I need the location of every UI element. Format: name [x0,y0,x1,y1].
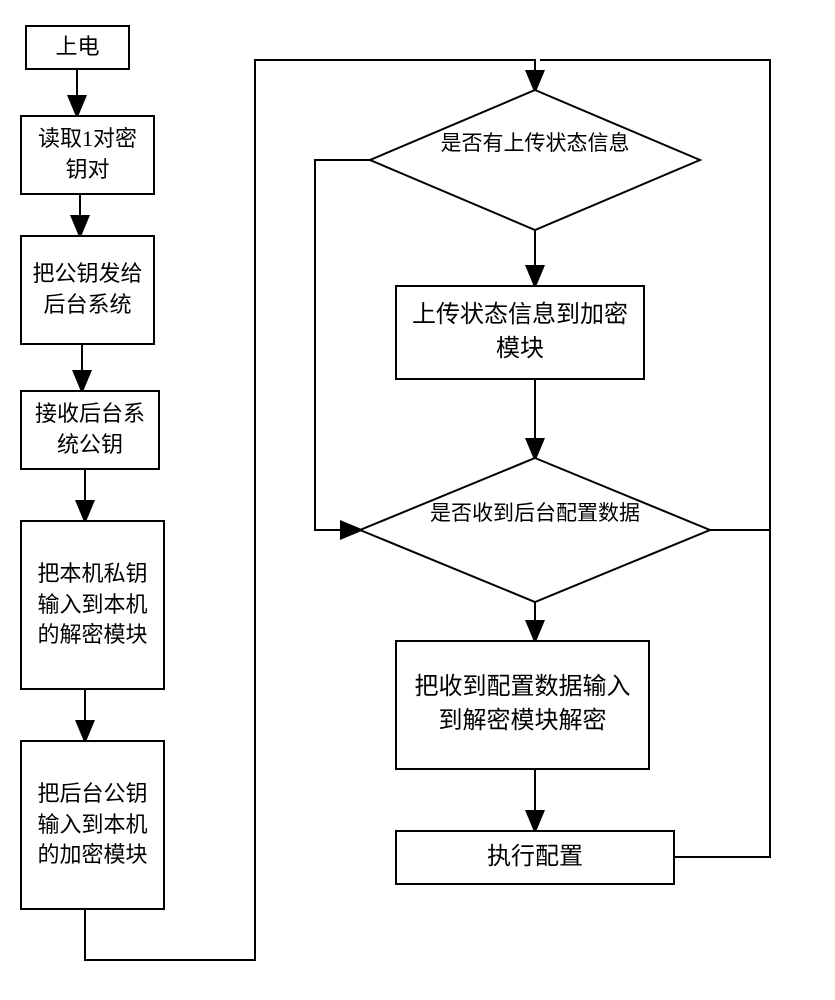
node-label: 上电 [55,32,99,63]
node-decrypt-config: 把收到配置数据输入到解密模块解密 [395,640,650,770]
diamond-2-shape [360,458,710,602]
node-receive-backend-pubkey: 接收后台系统公钥 [20,390,160,470]
node-upload-status: 上传状态信息到加密模块 [395,285,645,380]
node-label: 把公钥发给后台系统 [28,259,147,321]
node-execute-config: 执行配置 [395,830,675,885]
node-label: 是否有上传状态信息 [441,131,630,155]
edge-d1-d2-side [315,160,370,530]
diamond-1-shape [370,90,700,230]
node-input-privkey: 把本机私钥输入到本机的解密模块 [20,520,165,690]
node-label: 是否收到后台配置数据 [430,501,640,525]
decision-upload-status: 是否有上传状态信息 [430,130,640,157]
node-input-backend-pubkey: 把后台公钥输入到本机的加密模块 [20,740,165,910]
node-label: 执行配置 [487,841,583,875]
node-send-pubkey: 把公钥发给后台系统 [20,235,155,345]
node-read-keypair: 读取1对密钥对 [20,115,155,195]
node-label: 把收到配置数据输入到解密模块解密 [403,671,642,738]
node-power-on: 上电 [25,25,130,70]
decision-receive-config: 是否收到后台配置数据 [420,500,650,527]
node-label: 把本机私钥输入到本机的解密模块 [28,559,157,651]
edge-n9-loop [675,530,770,857]
node-label: 读取1对密钥对 [28,124,147,186]
node-label: 接收后台系统公钥 [28,399,152,461]
node-label: 上传状态信息到加密模块 [403,299,637,366]
node-label: 把后台公钥输入到本机的加密模块 [28,779,157,871]
